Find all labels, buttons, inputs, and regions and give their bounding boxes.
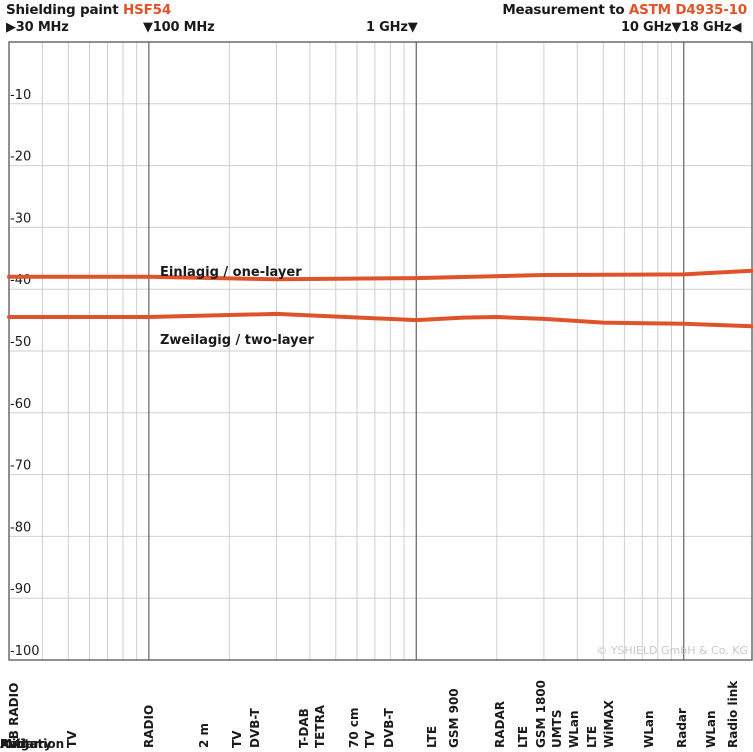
plot-border	[8, 41, 753, 661]
band-label: TV	[363, 730, 377, 748]
band-label: WLan	[642, 710, 656, 748]
band-label: TV	[230, 730, 244, 748]
band-label: DVB-T	[382, 707, 396, 748]
chart-title: Shielding paint HSF54	[6, 2, 171, 18]
band-label: Military	[0, 737, 52, 751]
freq-marker-1ghz: 1 GHz▼	[366, 20, 418, 35]
series-label: Zweilagig / two-layer	[160, 333, 314, 348]
band-label: RADIO	[142, 705, 156, 748]
band-label: UMTS	[550, 709, 564, 748]
band-label: LTE	[516, 726, 530, 748]
band-label: TETRA	[313, 704, 327, 748]
band-label: 70 cm	[347, 708, 361, 749]
measurement-prefix: Measurement to	[502, 2, 629, 18]
band-label: 2 m	[197, 723, 211, 748]
measurement-standard-value: ASTM D4935-10	[628, 2, 747, 18]
y-tick-label: -90	[10, 582, 31, 597]
band-label: DVB-T	[248, 707, 262, 748]
band-label: TV	[65, 730, 79, 748]
band-label: WLan	[704, 710, 718, 748]
band-label: Avigation	[0, 737, 64, 751]
y-tick-label: -70	[10, 459, 31, 474]
freq-marker-100mhz: ▼100 MHz	[143, 20, 215, 35]
y-tick-label: -100	[10, 644, 40, 659]
series-line	[7, 311, 753, 329]
title-product: HSF54	[122, 2, 172, 18]
y-tick-label: -30	[10, 211, 31, 226]
band-label: GSM 900	[447, 688, 461, 748]
copyright-text: © YSHIELD GmbH & Co. KG	[596, 644, 748, 657]
y-tick-label: -20	[10, 150, 31, 165]
y-tick-label: -50	[10, 335, 31, 350]
band-label: CB RADIO	[7, 683, 21, 748]
band-label: WiMAX	[602, 699, 616, 748]
freq-marker-30mhz: ▶30 MHz	[6, 20, 69, 35]
y-tick-label: -60	[10, 397, 31, 412]
measurement-standard: Measurement to ASTM D4935-10	[502, 2, 747, 18]
band-label: WLan	[567, 710, 581, 748]
freq-marker-10ghz: 10 GHz▼	[621, 20, 682, 35]
title-prefix: Shielding paint	[6, 2, 123, 18]
band-label: LTE	[585, 726, 599, 748]
band-label: GSM 1800	[534, 680, 548, 748]
band-label: LTE	[425, 726, 439, 748]
freq-marker-18ghz: 18 GHz◀	[681, 20, 742, 35]
band-label: RADAR	[493, 701, 507, 748]
y-tick-label: -80	[10, 520, 31, 535]
band-label: T-DAB	[297, 708, 311, 748]
series-line	[7, 268, 753, 282]
band-label: Radar	[675, 708, 689, 748]
band-label: Radar	[0, 737, 40, 751]
y-tick-label: -10	[10, 88, 31, 103]
band-label: Radio link	[726, 680, 740, 748]
series-label: Einlagig / one-layer	[160, 265, 302, 280]
